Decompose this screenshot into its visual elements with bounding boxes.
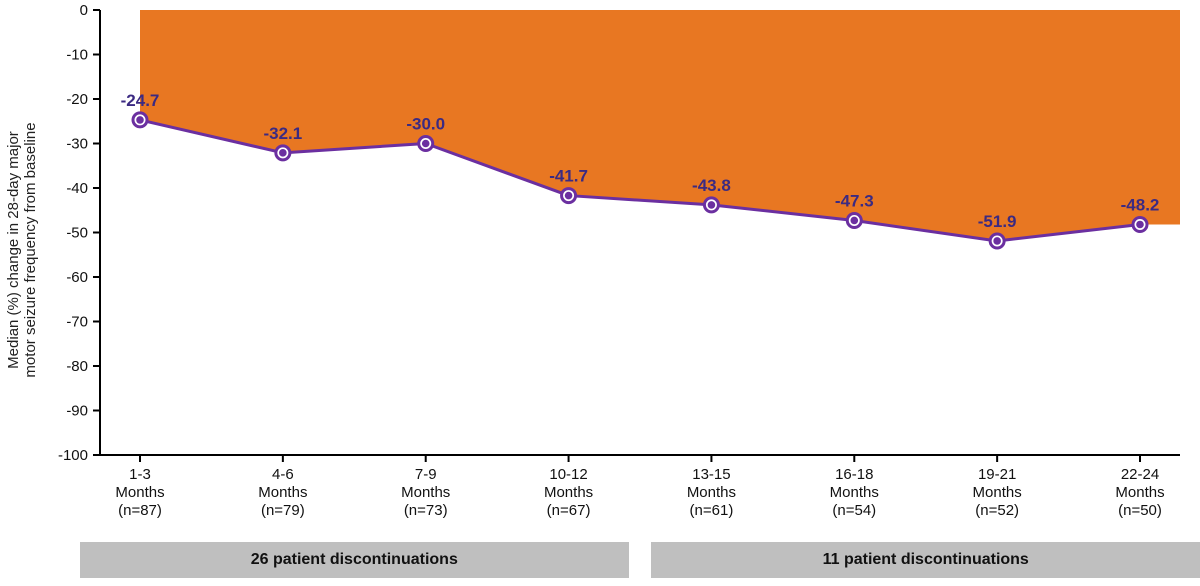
series-marker-inner xyxy=(708,201,716,209)
x-label-line2: Months xyxy=(973,484,1022,501)
y-tick-label: -30 xyxy=(66,136,88,153)
series-marker-inner xyxy=(565,192,573,200)
x-label-line3: (n=73) xyxy=(404,502,448,519)
x-label-line1: 19-21 xyxy=(978,466,1016,483)
x-label-line3: (n=87) xyxy=(118,502,162,519)
x-label-line2: Months xyxy=(401,484,450,501)
x-label-line2: Months xyxy=(687,484,736,501)
y-tick-label: -100 xyxy=(58,447,88,464)
y-tick-label: 0 xyxy=(80,2,88,19)
series-marker-inner xyxy=(1136,221,1144,229)
x-label-line1: 16-18 xyxy=(835,466,873,483)
data-label: -48.2 xyxy=(1121,195,1160,214)
x-label-line3: (n=61) xyxy=(690,502,734,519)
data-label: -51.9 xyxy=(978,212,1017,231)
x-label-line1: 13-15 xyxy=(692,466,730,483)
x-label-line3: (n=67) xyxy=(547,502,591,519)
y-tick-label: -80 xyxy=(66,358,88,375)
data-label: -24.7 xyxy=(121,91,160,110)
data-label: -32.1 xyxy=(263,124,302,143)
data-label: -41.7 xyxy=(549,167,588,186)
x-label-line2: Months xyxy=(1115,484,1164,501)
x-label-line3: (n=79) xyxy=(261,502,305,519)
x-label-line3: (n=52) xyxy=(975,502,1019,519)
series-marker-inner xyxy=(136,116,144,124)
x-label-line1: 10-12 xyxy=(549,466,587,483)
x-label-line1: 1-3 xyxy=(129,466,151,483)
x-label-line2: Months xyxy=(258,484,307,501)
y-tick-label: -40 xyxy=(66,180,88,197)
seizure-frequency-chart: Median (%) change in 28-day major motor … xyxy=(0,0,1200,586)
area-fill xyxy=(100,10,1180,241)
x-label-line1: 7-9 xyxy=(415,466,437,483)
series-marker-inner xyxy=(850,217,858,225)
series-marker-inner xyxy=(993,237,1001,245)
data-label: -47.3 xyxy=(835,191,874,210)
x-label-line1: 22-24 xyxy=(1121,466,1159,483)
y-tick-label: -60 xyxy=(66,269,88,286)
y-tick-label: -70 xyxy=(66,314,88,331)
y-tick-label: -50 xyxy=(66,225,88,242)
x-label-line3: (n=50) xyxy=(1118,502,1162,519)
series-marker-inner xyxy=(279,149,287,157)
x-label-line3: (n=54) xyxy=(832,502,876,519)
data-label: -43.8 xyxy=(692,176,731,195)
chart-plot: 0-10-20-30-40-50-60-70-80-90-1001-3Month… xyxy=(0,0,1200,586)
y-tick-label: -20 xyxy=(66,91,88,108)
data-label: -30.0 xyxy=(406,115,445,134)
x-label-line2: Months xyxy=(544,484,593,501)
x-label-line2: Months xyxy=(115,484,164,501)
x-label-line1: 4-6 xyxy=(272,466,294,483)
y-tick-label: -10 xyxy=(66,47,88,64)
series-marker-inner xyxy=(422,140,430,148)
x-label-line2: Months xyxy=(830,484,879,501)
y-tick-label: -90 xyxy=(66,403,88,420)
